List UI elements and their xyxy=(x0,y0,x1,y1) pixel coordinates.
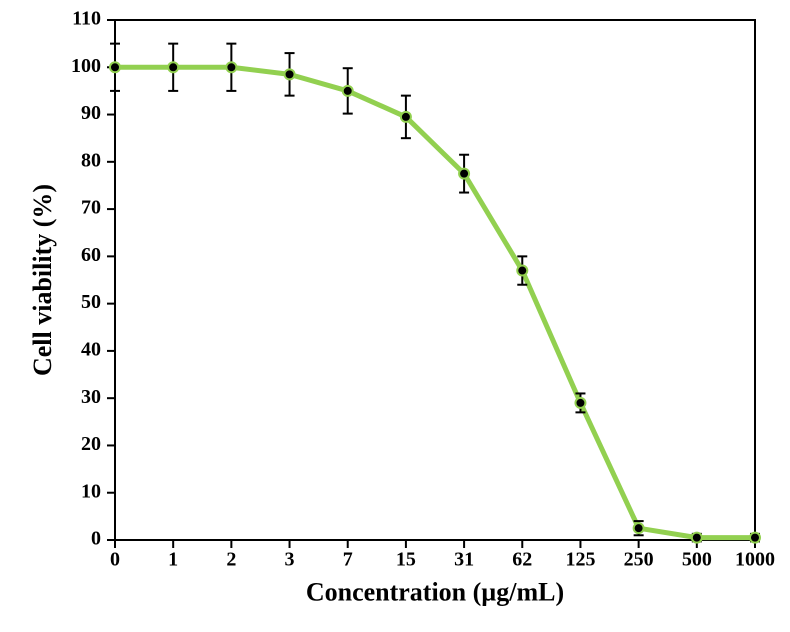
x-tick-label: 15 xyxy=(396,549,416,571)
data-point xyxy=(575,398,585,408)
x-tick-label: 1000 xyxy=(735,549,775,571)
y-tick-label: 80 xyxy=(81,149,101,171)
x-tick-label: 7 xyxy=(343,549,353,571)
y-tick-label: 10 xyxy=(81,480,101,502)
viability-chart: 0 10 20 30 40 50 60 70 80 90 100 110 0 1 2 3 7 15 31 62 125 2… xyxy=(0,0,790,632)
data-point xyxy=(517,266,527,276)
y-tick-label: 40 xyxy=(81,339,101,361)
y-tick-label: 90 xyxy=(81,102,101,124)
data-point xyxy=(401,112,411,122)
y-tick-label: 50 xyxy=(81,291,101,313)
x-tick-label: 250 xyxy=(624,549,654,571)
data-point xyxy=(226,62,236,72)
data-point xyxy=(750,533,760,543)
y-tick-label: 20 xyxy=(81,433,101,455)
chart-container: 0 10 20 30 40 50 60 70 80 90 100 110 0 1 2 3 7 15 31 62 125 2… xyxy=(0,0,790,632)
x-tick-label: 31 xyxy=(454,549,474,571)
x-tick-label: 62 xyxy=(512,549,532,571)
data-point xyxy=(110,62,120,72)
data-point xyxy=(343,86,353,96)
x-tick-label: 2 xyxy=(226,549,236,571)
x-tick-label: 3 xyxy=(285,549,295,571)
data-point xyxy=(168,62,178,72)
y-tick-label: 100 xyxy=(71,55,101,77)
x-tick-label: 125 xyxy=(565,549,595,571)
data-point xyxy=(285,69,295,79)
x-tick-label: 0 xyxy=(110,549,120,571)
data-point xyxy=(634,523,644,533)
data-point xyxy=(692,533,702,543)
y-tick-label: 110 xyxy=(72,8,101,30)
y-tick-label: 30 xyxy=(81,386,101,408)
x-tick-label: 1 xyxy=(168,549,178,571)
y-axis-title: Cell viability (%) xyxy=(28,184,57,376)
data-point xyxy=(459,169,469,179)
x-tick-label: 500 xyxy=(682,549,712,571)
y-tick-label: 60 xyxy=(81,244,101,266)
y-tick-label: 70 xyxy=(81,197,101,219)
x-axis-title: Concentration (µg/mL) xyxy=(306,577,564,606)
y-tick-label: 0 xyxy=(91,528,101,550)
